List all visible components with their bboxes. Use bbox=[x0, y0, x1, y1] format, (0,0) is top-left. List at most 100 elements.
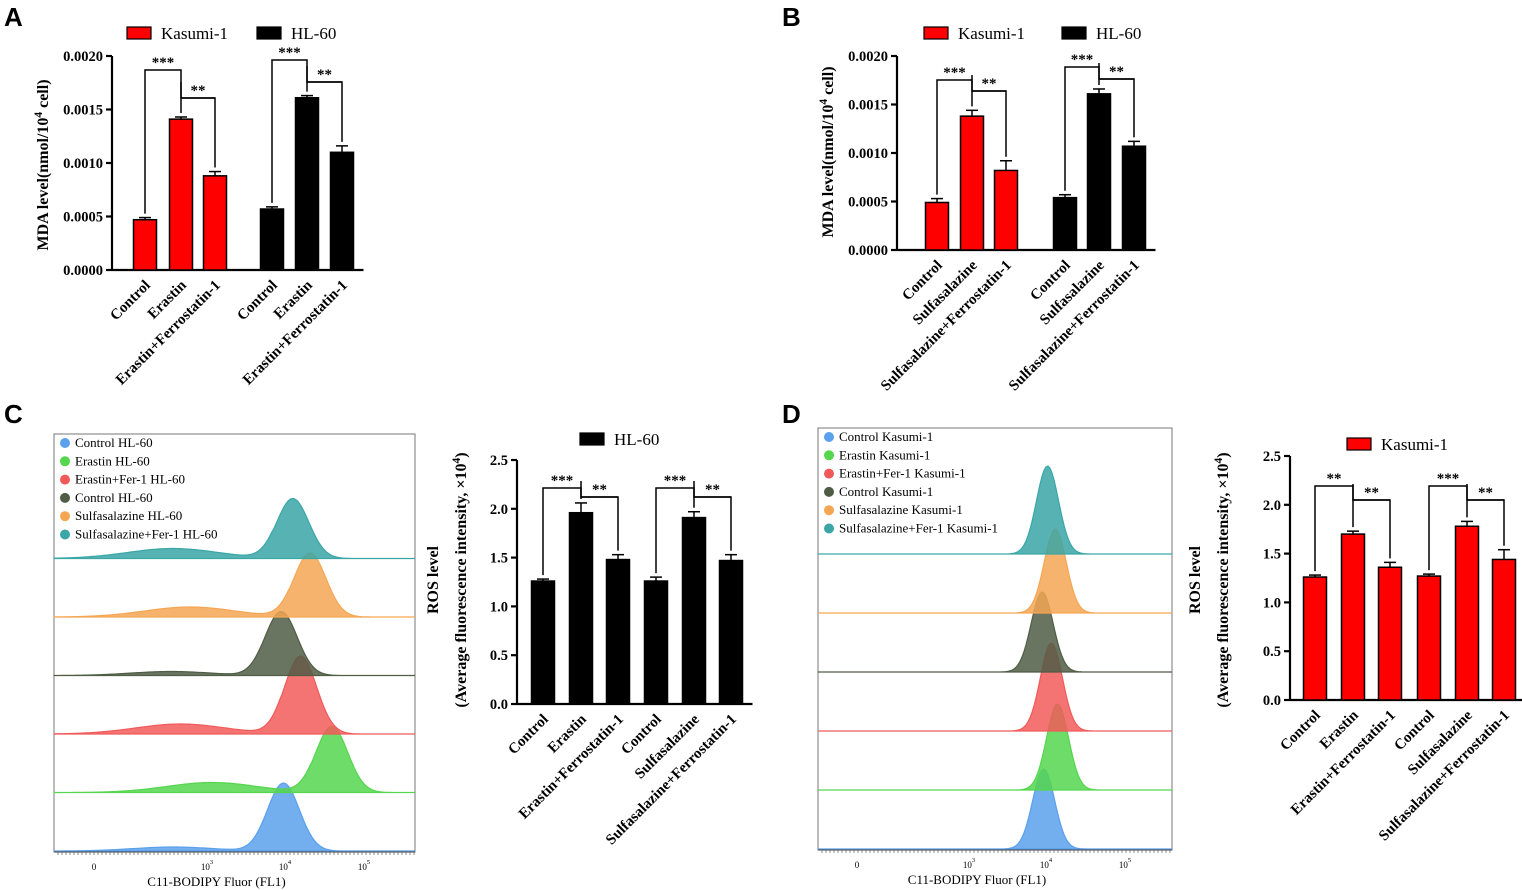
y-tick-label: 0.0005 bbox=[63, 210, 103, 226]
histogram-trace bbox=[53, 725, 415, 794]
significance-marker: *** bbox=[152, 55, 175, 71]
significance-marker: ** bbox=[1109, 64, 1124, 80]
y-tick-label: 1.0 bbox=[490, 599, 508, 615]
bar bbox=[681, 516, 707, 705]
legend-marker bbox=[60, 511, 70, 522]
significance-marker: ** bbox=[1327, 471, 1342, 487]
x-tick-label: 105 bbox=[358, 859, 370, 872]
legend-label: Control HL-60 bbox=[75, 490, 153, 505]
legend-marker bbox=[60, 456, 70, 467]
x-category-label: Sulfasalazine+Ferrostatin-1 bbox=[1006, 258, 1143, 395]
y-tick-label: 0.0020 bbox=[63, 49, 103, 65]
x-tick-label: 104 bbox=[279, 859, 292, 872]
y-tick-label: 0.5 bbox=[1263, 644, 1281, 660]
legend-marker bbox=[824, 523, 834, 534]
significance-marker: ** bbox=[982, 76, 997, 92]
bar bbox=[530, 580, 556, 705]
bar bbox=[1052, 196, 1078, 251]
y-tick-label: 2.0 bbox=[490, 502, 508, 518]
bar bbox=[1340, 533, 1366, 701]
y-tick-label: 0.0015 bbox=[848, 98, 888, 114]
panel-label-b: B bbox=[782, 2, 801, 32]
y-axis-title: ROS level bbox=[1187, 545, 1204, 614]
y-axis-title: MDA level(nmol/104 cell) bbox=[33, 79, 52, 250]
significance-marker: *** bbox=[943, 65, 966, 81]
y-tick-label: 0.0 bbox=[490, 697, 508, 713]
x-axis-title: C11-BODIPY Fluor (FL1) bbox=[908, 872, 1046, 887]
legend-swatch bbox=[579, 432, 605, 446]
y-axis-title: ROS level bbox=[425, 545, 442, 614]
bar bbox=[1086, 93, 1112, 251]
legend-marker bbox=[824, 468, 834, 479]
histogram-trace bbox=[53, 552, 415, 618]
y-tick-label: 2.5 bbox=[490, 453, 508, 469]
legend-marker bbox=[60, 438, 70, 448]
panel-label-c: C bbox=[4, 399, 23, 429]
bar bbox=[132, 218, 158, 271]
x-tick-label: 105 bbox=[1119, 857, 1131, 870]
bar bbox=[329, 151, 355, 271]
legend-marker bbox=[824, 450, 834, 461]
y-tick-label: 0.0015 bbox=[63, 103, 103, 119]
y-tick-label: 0.5 bbox=[490, 648, 508, 664]
legend-swatch bbox=[1061, 26, 1087, 40]
legend-label: Sulfasalazine+Fer-1 Kasumi-1 bbox=[839, 521, 998, 536]
y-tick-label: 0.0005 bbox=[848, 195, 888, 211]
legend-label: Erastin+Fer-1 Kasumi-1 bbox=[839, 466, 966, 481]
histogram-frame bbox=[817, 427, 1173, 851]
legend-marker bbox=[824, 505, 834, 516]
legend-label: Kasumi-1 bbox=[161, 24, 228, 43]
legend-label: Erastin+Fer-1 HL-60 bbox=[75, 472, 185, 487]
legend-label: Sulfasalazine Kasumi-1 bbox=[839, 502, 963, 517]
legend-label: Control HL-60 bbox=[75, 435, 153, 450]
y-tick-label: 0.0010 bbox=[848, 146, 888, 162]
y-tick-label: 0.0020 bbox=[848, 49, 888, 65]
legend-label: HL-60 bbox=[614, 430, 659, 449]
y-tick-label: 2.5 bbox=[1263, 449, 1281, 465]
legend-swatch bbox=[256, 26, 282, 40]
y-tick-label: 1.5 bbox=[1263, 547, 1281, 563]
x-tick-label: 104 bbox=[1040, 857, 1053, 870]
bar bbox=[605, 558, 631, 705]
legend-label: Control Kasumi-1 bbox=[839, 484, 933, 499]
bar bbox=[259, 208, 285, 271]
bar bbox=[202, 175, 228, 271]
bar bbox=[294, 96, 320, 271]
significance-bracket bbox=[1314, 485, 1354, 572]
legend-marker bbox=[60, 529, 70, 540]
legend-label: Erastin Kasumi-1 bbox=[839, 447, 930, 462]
legend-label: Sulfasalazine+Fer-1 HL-60 bbox=[75, 527, 217, 542]
y-axis-title: MDA level(nmol/104 cell) bbox=[818, 66, 837, 237]
legend-marker bbox=[824, 432, 834, 442]
legend-label: Sulfasalazine HL-60 bbox=[75, 508, 182, 523]
x-category-label: Control bbox=[107, 278, 153, 324]
bar bbox=[993, 169, 1019, 251]
y-tick-label: 0.0 bbox=[1263, 693, 1281, 709]
bar bbox=[959, 115, 985, 251]
legend-label: Kasumi-1 bbox=[1381, 435, 1448, 454]
legend-label: HL-60 bbox=[291, 24, 336, 43]
significance-marker: ** bbox=[191, 83, 206, 99]
significance-marker: *** bbox=[551, 473, 574, 489]
significance-marker: ** bbox=[1364, 485, 1379, 501]
x-category-label: Control bbox=[234, 278, 280, 324]
legend-label: HL-60 bbox=[1096, 24, 1141, 43]
x-category-label: Sulfasalazine+Ferrostatin-1 bbox=[878, 258, 1015, 395]
legend-marker bbox=[824, 486, 834, 497]
significance-marker: ** bbox=[317, 67, 332, 83]
bar bbox=[1302, 576, 1328, 701]
significance-bracket bbox=[936, 79, 973, 195]
legend-label: Control Kasumi-1 bbox=[839, 429, 933, 444]
y-tick-label: 0.0000 bbox=[848, 243, 888, 259]
x-tick-label: 103 bbox=[963, 857, 975, 870]
y-axis-subtitle: (Average fluorescence intensity, ×104) bbox=[1213, 452, 1232, 707]
x-tick-label: 103 bbox=[201, 859, 213, 872]
x-tick-label: 0 bbox=[92, 862, 97, 872]
y-tick-label: 0.0010 bbox=[63, 156, 103, 172]
legend-swatch bbox=[126, 26, 152, 40]
significance-marker: *** bbox=[664, 473, 687, 489]
significance-marker: ** bbox=[1478, 485, 1493, 501]
significance-bracket bbox=[1428, 485, 1468, 571]
significance-bracket bbox=[655, 487, 695, 574]
